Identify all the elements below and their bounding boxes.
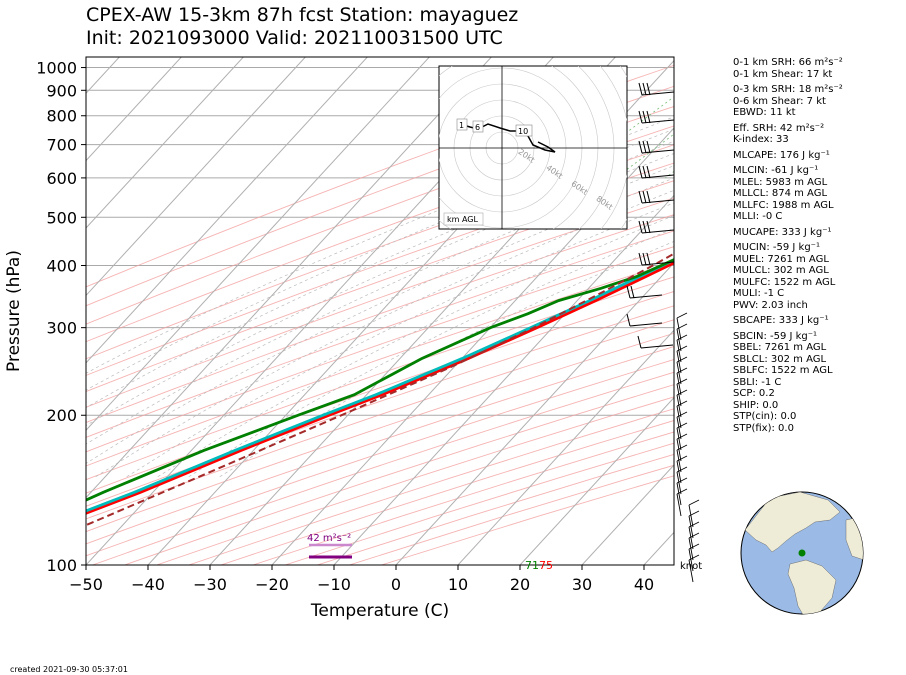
hodo-height-label: 10 [518,127,528,136]
stat-mucin: MUCIN: -59 J kg⁻¹ [733,242,820,253]
hodo-height-label: 1 [459,121,464,130]
stat-mllcl: MLLCL: 874 m AGL [733,188,828,199]
x-tick-label: 20 [510,575,530,594]
chart-subtitle: Init: 2021093000 Valid: 202110031500 UTC [86,27,503,49]
stat-ship: SHIP: 0.0 [733,399,779,411]
stat-mlel: MLEL: 5983 m AGL [733,176,828,188]
y-tick-label: 700 [46,136,77,155]
virtual-temp-line [86,258,674,513]
y-tick-label: 200 [46,406,77,425]
stat-sbel: SBEL: 7261 m AGL [733,342,827,353]
stat-ebwd: EBWD: 11 kt [733,107,796,118]
y-tick-label: 100 [46,556,77,575]
surface-dewpoint-label: 71 [525,559,539,572]
stat-mllfc: MLLFC: 1988 m AGL [733,199,834,211]
parcel-path-line [86,252,674,527]
y-tick-label: 300 [46,319,77,338]
stability-indices-panel: 0-1 km SRH: 66 m²s⁻² 0-1 km Shear: 17 kt 0… [733,57,843,434]
north-america-land [744,492,841,553]
globe-locator [740,491,864,615]
stat-mlcape: MLCAPE: 176 J kg⁻¹ [733,149,830,161]
stat-mulcl: MULCL: 302 m AGL [733,265,829,276]
stat-stpfix: STP(fix): 0.0 [733,422,794,434]
stat-sblfc: SBLFC: 1522 m AGL [733,365,833,376]
stat-mlcin: MLCIN: -61 J kg⁻¹ [733,165,819,176]
y-tick-label: 600 [46,169,77,188]
x-tick-label: 10 [448,575,468,594]
stat-sbcin: SBCIN: -59 J kg⁻¹ [733,330,818,342]
hodo-height-label: 6 [475,123,480,132]
stat-muli: MULI: -1 C [733,288,785,299]
chart-title: CPEX-AW 15-3km 87h fcst Station: mayague… [86,4,519,26]
y-tick-label: 500 [46,208,77,227]
x-tick-label: 0 [391,575,401,594]
stat-kindex: K-index: 33 [733,134,789,145]
y-tick-label: 1000 [36,59,77,78]
barb-unit-label: knot [680,561,702,572]
surface-temp-label: 75 [539,559,553,572]
stat-srh03: 0-3 km SRH: 18 m²s⁻² [733,84,843,95]
x-tick-label: −50 [69,575,103,594]
stat-stpcin: STP(cin): 0.0 [733,411,797,422]
stat-mlli: MLLI: -0 C [733,211,783,222]
x-tick-label: 40 [634,575,654,594]
stat-sbcape: SBCAPE: 333 J kg⁻¹ [733,315,829,326]
x-tick-label: −20 [255,575,289,594]
temperature-line [86,261,674,515]
plot-frame [85,56,675,566]
x-tick-label: −10 [317,575,351,594]
y-tick-label: 900 [46,81,77,100]
stat-sbli: SBLI: -1 C [733,376,782,388]
station-marker [798,549,806,557]
stat-effsrh: Eff. SRH: 42 m²s⁻² [733,122,825,134]
stat-sblcl: SBLCL: 302 m AGL [733,353,827,365]
x-tick-label: −30 [193,575,227,594]
stat-muel: MUEL: 7261 m AGL [733,253,829,265]
x-tick-label: −40 [131,575,165,594]
srh-bar-label: 42 m²s⁻² [307,533,351,544]
stat-mucape: MUCAPE: 333 J kg⁻¹ [733,226,832,238]
stat-scp: SCP: 0.2 [733,388,775,399]
x-axis-label: Temperature (C) [310,601,449,621]
dewpoint-line [86,258,674,502]
stat-shear06: 0-6 km Shear: 7 kt [733,95,826,107]
stat-pwv: PWV: 2.03 inch [733,299,808,311]
created-timestamp: created 2021-09-30 05:37:01 [10,665,128,674]
x-tick-label: 30 [572,575,592,594]
hodo-legend: km AGL [447,215,479,224]
y-tick-label: 400 [46,256,77,275]
wind-barbs [626,82,700,583]
stat-srh01: 0-1 km SRH: 66 m²s⁻² [733,57,843,68]
y-axis-label: Pressure (hPa) [4,250,24,372]
stat-shear01: 0-1 km Shear: 17 kt [733,68,833,80]
y-tick-label: 800 [46,107,77,126]
stat-mulfc: MULFC: 1522 m AGL [733,276,836,288]
